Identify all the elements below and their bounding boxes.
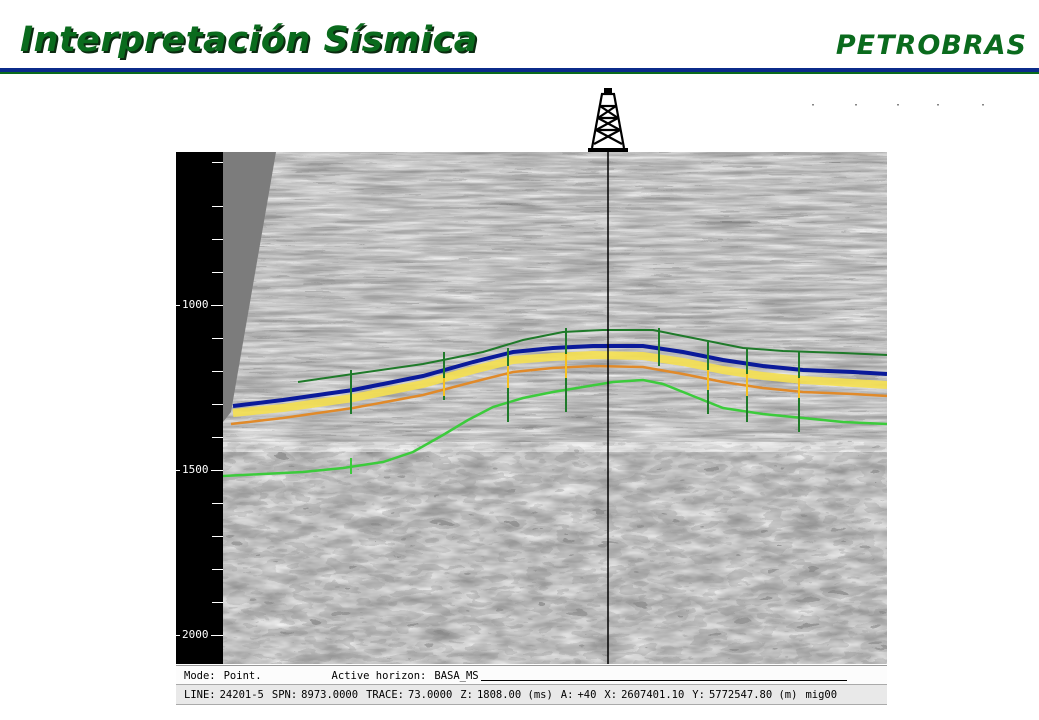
a-value: +40	[577, 688, 597, 701]
z-value: 1808.00 (ms)	[476, 688, 553, 701]
title-rule	[0, 68, 1039, 72]
axis-tick	[212, 272, 223, 273]
line-value: 24201-5	[219, 688, 264, 701]
spn-label: SPN:	[271, 688, 298, 701]
axis-tick	[212, 371, 223, 372]
slide-title: Interpretación Sísmica	[20, 20, 478, 60]
z-label: Z:	[460, 688, 473, 701]
active-horizon-label: Active horizon:	[331, 669, 427, 682]
axis-tick	[212, 206, 223, 207]
y-value: 5772547.80 (m)	[708, 688, 798, 701]
no-data-wedge	[223, 152, 276, 422]
depth-label-1500: 1500	[180, 463, 211, 476]
a-label: A:	[560, 688, 574, 701]
axis-tick	[212, 437, 223, 438]
spn-value: 8973.0000	[301, 688, 359, 701]
decor-dot: ·	[853, 100, 860, 111]
decor-dot: ·	[810, 100, 817, 111]
depth-label-1000: 1000	[180, 298, 211, 311]
trace-label: TRACE:	[366, 688, 405, 701]
depth-label-2000: 2000	[180, 628, 211, 641]
horizon-picks	[350, 328, 800, 474]
horizon-bright-green	[223, 378, 887, 478]
depth-axis: 1000 1500 2000	[176, 152, 223, 664]
x-label: X:	[604, 688, 618, 701]
horizon-blue	[232, 344, 887, 408]
horizon-dark-green	[297, 329, 887, 383]
seismic-texture-lower	[223, 442, 887, 664]
axis-tick	[212, 239, 223, 240]
horizon-orange	[230, 364, 887, 426]
line-label: LINE:	[184, 688, 216, 701]
axis-tick	[212, 503, 223, 504]
decor-dot: ·	[935, 100, 942, 111]
mode-label: Mode:	[184, 669, 216, 682]
seismic-texture-upper	[223, 152, 887, 452]
horizon-yellow	[232, 350, 887, 417]
volume-name: mig00	[805, 688, 838, 701]
y-label: Y:	[692, 688, 705, 701]
decor-dot: ·	[895, 100, 902, 111]
active-horizon-value[interactable]: BASA_MS	[434, 669, 479, 682]
seismic-section[interactable]: 1000 1500 2000	[176, 152, 887, 664]
status-bar-coords: LINE: 24201-5 SPN: 8973.0000 TRACE: 73.0…	[176, 684, 887, 705]
active-horizon-field-line	[480, 670, 847, 681]
trace-value: 73.0000	[408, 688, 453, 701]
axis-tick	[212, 536, 223, 537]
axis-tick	[212, 404, 223, 405]
x-value: 2607401.10	[621, 688, 685, 701]
title-rule-accent	[0, 72, 1039, 74]
axis-tick	[212, 162, 223, 163]
axis-tick	[212, 602, 223, 603]
petrobras-logo: PETROBRAS	[835, 30, 1027, 61]
axis-tick	[212, 569, 223, 570]
mode-value: Point.	[223, 669, 262, 682]
decor-dot: ·	[980, 100, 987, 111]
status-bar-mode: Mode: Point. Active horizon: BASA_MS	[176, 665, 887, 685]
axis-tick	[212, 338, 223, 339]
oil-derrick-icon	[588, 88, 628, 154]
seismic-image	[223, 152, 887, 664]
